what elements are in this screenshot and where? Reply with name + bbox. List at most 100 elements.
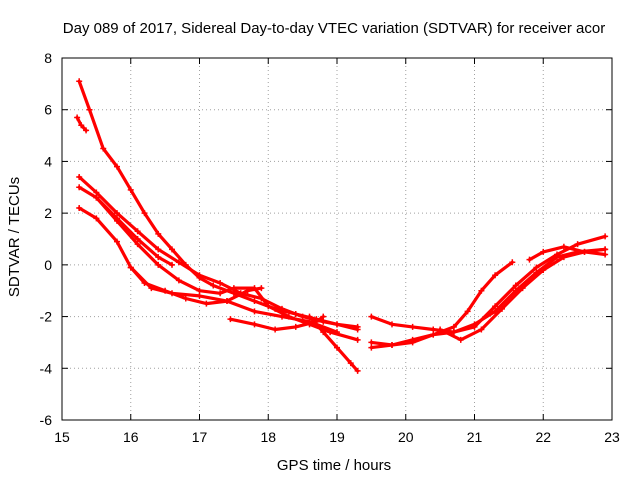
data-point [175, 277, 182, 284]
data-point [354, 336, 361, 343]
data-point [76, 184, 83, 191]
series-arc-14 [526, 243, 609, 263]
data-point [251, 321, 258, 328]
y-tick-label: -2 [40, 309, 53, 325]
data-point [368, 344, 375, 351]
data-point [175, 259, 182, 266]
data-point [354, 326, 361, 333]
data-point [334, 344, 340, 351]
data-point [86, 106, 93, 113]
data-point [389, 321, 395, 328]
data-point [227, 316, 234, 323]
data-point [182, 295, 189, 302]
data-point [457, 336, 464, 343]
data-point [251, 308, 258, 315]
data-point [230, 285, 237, 292]
data-point [127, 264, 134, 271]
y-axis-label: SDTVAR / TECUs [6, 177, 23, 297]
data-point [320, 329, 327, 336]
data-point [560, 254, 567, 261]
y-tick-label: 6 [44, 102, 52, 118]
series-line [129, 265, 263, 306]
data-point [409, 323, 416, 330]
data-point [368, 339, 375, 346]
series-line [438, 247, 607, 342]
y-tick-label: -4 [40, 360, 53, 376]
data-point [320, 313, 327, 320]
data-point [492, 303, 499, 310]
data-point [478, 326, 485, 333]
x-tick-label: 17 [192, 429, 208, 445]
data-point [279, 313, 285, 320]
y-tick-label: 0 [44, 257, 52, 273]
data-point [464, 308, 471, 315]
data-point [134, 241, 141, 248]
data-point [114, 163, 120, 170]
data-point [334, 329, 340, 336]
data-point [450, 323, 457, 330]
data-point [492, 272, 499, 279]
data-point [251, 298, 258, 305]
data-point [533, 264, 540, 271]
data-point [76, 204, 83, 211]
data-point [134, 236, 141, 242]
series-arc-8 [227, 313, 327, 333]
chart-title: Day 089 of 2017, Sidereal Day-to-day VTE… [63, 20, 605, 37]
data-point [292, 323, 299, 330]
data-point [478, 287, 485, 294]
series-line [77, 79, 360, 329]
data-point [306, 313, 313, 320]
data-point [155, 230, 162, 237]
x-tick-label: 15 [54, 429, 70, 445]
y-tick-label: -6 [40, 412, 53, 428]
data-point [169, 261, 175, 268]
x-tick-label: 18 [260, 429, 276, 445]
data-point [519, 285, 526, 292]
x-tick-label: 16 [123, 429, 139, 445]
data-point [169, 246, 175, 253]
data-point [76, 173, 83, 180]
data-point [203, 300, 210, 307]
y-tick-label: 4 [44, 153, 52, 169]
data-point [217, 290, 224, 297]
data-point [196, 272, 203, 279]
x-axis-label: GPS time / hours [277, 457, 391, 474]
data-point [499, 305, 505, 312]
axis-ticks: 15 16 17 18 19 20 21 22 23 -6 -4 -2 0 2 4 6 8 [40, 50, 620, 445]
data-point [526, 256, 533, 263]
data-point [602, 233, 609, 240]
data-point [471, 321, 478, 328]
series-arc-2 [74, 114, 90, 134]
data-point [83, 127, 90, 134]
data-point [430, 326, 437, 333]
data-point [244, 287, 251, 294]
data-point [258, 285, 265, 292]
series-arc-6 [93, 194, 175, 268]
data-point [162, 287, 169, 294]
data-point [78, 122, 85, 129]
data-point [217, 279, 224, 286]
data-point [155, 261, 162, 268]
x-tick-label: 22 [535, 429, 551, 445]
data-point [320, 318, 327, 325]
data-point [581, 248, 588, 255]
data-point [279, 305, 285, 312]
data-point [114, 210, 120, 217]
x-tick-label: 21 [467, 429, 483, 445]
data-point [450, 329, 457, 336]
data-point [100, 145, 107, 152]
data-point [141, 210, 148, 217]
data-point [196, 292, 203, 299]
data-point [492, 308, 499, 315]
data-point [114, 238, 120, 245]
data-point [574, 241, 581, 248]
y-tick-label: 2 [44, 205, 52, 221]
data-point [512, 282, 519, 289]
data-point [265, 303, 272, 310]
series-line [228, 315, 325, 332]
series-arc-9 [306, 313, 361, 374]
data-point [210, 282, 217, 289]
grid-lines [62, 58, 612, 420]
data-point [347, 360, 354, 367]
